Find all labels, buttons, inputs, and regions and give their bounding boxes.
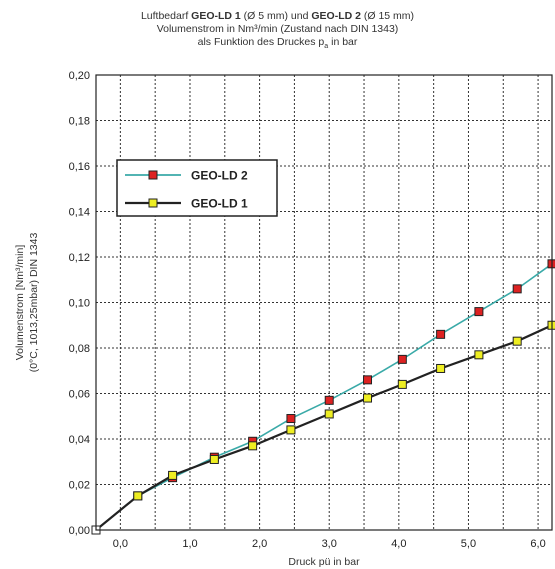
title-text: (Ø 5 mm) und (240, 10, 312, 22)
y-tick-label: 0,20 (69, 70, 90, 82)
y-tick-label: 0,04 (69, 434, 90, 446)
plot-frame (95, 74, 553, 531)
y-tick-label: 0,10 (69, 298, 90, 310)
data-point (474, 350, 484, 360)
x-tick-label: 1,0 (182, 538, 197, 550)
x-tick-label: 3,0 (322, 538, 337, 550)
legend-swatch-marker (148, 170, 158, 180)
y-axis-label-line-1: Volumenstrom [Nm³/min] (14, 245, 26, 361)
legend-label: GEO-LD 1 (191, 197, 248, 211)
title-text: als Funktion des Druckes p (197, 36, 325, 48)
x-tick-label: 0,0 (113, 538, 128, 550)
x-tick-label: 5,0 (461, 538, 476, 550)
data-point (286, 414, 296, 424)
series-line (95, 324, 553, 531)
data-point (474, 307, 484, 317)
y-tick-label: 0,06 (69, 389, 90, 401)
data-point (324, 395, 334, 405)
x-tick-label: 4,0 (391, 538, 406, 550)
data-point (168, 470, 178, 480)
legend-swatch-marker (148, 198, 158, 208)
y-tick-label: 0,00 (69, 525, 90, 537)
series-2 (95, 320, 555, 531)
grid (96, 74, 552, 531)
data-point (512, 336, 522, 346)
chart-title: Luftbedarf GEO-LD 1 (Ø 5 mm) und GEO-LD … (0, 10, 555, 53)
data-point (363, 375, 373, 385)
tick-labels: 0,00 0,02 0,04 0,06 0,08 0,10 0,12 0,14 0,16 0,18… (69, 70, 546, 550)
data-point (209, 454, 219, 464)
title-series-1: GEO-LD 1 (191, 10, 241, 22)
y-tick-label: 0,12 (69, 252, 90, 264)
series-1 (95, 259, 555, 531)
data-point (397, 379, 407, 389)
x-tick-label: 6,0 (530, 538, 545, 550)
title-line-1: Luftbedarf GEO-LD 1 (Ø 5 mm) und GEO-LD … (0, 10, 555, 23)
data-point (324, 409, 334, 419)
legend-label: GEO-LD 2 (191, 169, 248, 183)
data-point (436, 329, 446, 339)
title-line-3: als Funktion des Druckes pa in bar (0, 36, 555, 53)
y-tick-label: 0,16 (69, 161, 90, 173)
data-point (286, 425, 296, 435)
legend: GEO-LD 2 GEO-LD 1 (116, 159, 278, 217)
legend-box (116, 159, 278, 217)
x-tick-label: 2,0 (252, 538, 267, 550)
y-tick-label: 0,02 (69, 480, 90, 492)
title-text: Luftbedarf (140, 10, 192, 22)
data-point (133, 491, 143, 501)
title-series-2: GEO-LD 2 (311, 10, 361, 22)
data-point (436, 363, 446, 373)
data-point (397, 354, 407, 364)
title-text: (Ø 15 mm) (360, 10, 415, 22)
series-line (95, 263, 553, 531)
title-text: in bar (328, 36, 358, 48)
series-layer (91, 259, 555, 535)
y-tick-label: 0,18 (69, 116, 90, 128)
y-axis-label-line-2: (0°C, 1013,25mbar) DIN 1343 (28, 233, 40, 373)
data-point (248, 441, 258, 451)
x-axis-label: Druck pü in bar (288, 556, 360, 568)
y-tick-label: 0,14 (69, 207, 90, 219)
data-point (363, 393, 373, 403)
title-line-2: Volumenstrom in Nm³/min (Zustand nach DI… (156, 23, 399, 35)
y-tick-label: 0,08 (69, 343, 90, 355)
data-point (512, 284, 522, 294)
title-subscript: a (324, 43, 329, 51)
